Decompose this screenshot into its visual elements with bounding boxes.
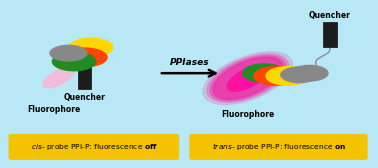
Text: Fluorophore: Fluorophore: [27, 105, 80, 114]
Text: PPIases: PPIases: [170, 57, 209, 67]
FancyBboxPatch shape: [9, 134, 179, 159]
Circle shape: [280, 66, 319, 83]
Bar: [323, 22, 337, 47]
Circle shape: [63, 47, 108, 67]
Ellipse shape: [207, 54, 289, 102]
Circle shape: [253, 66, 298, 86]
Text: $\it{cis}$- probe PPI-P: fluorescence $\bf{off}$: $\it{cis}$- probe PPI-P: fluorescence $\…: [31, 142, 158, 152]
Text: Quencher: Quencher: [64, 93, 105, 102]
Circle shape: [265, 66, 310, 86]
Ellipse shape: [210, 56, 286, 101]
FancyBboxPatch shape: [190, 134, 367, 159]
Ellipse shape: [43, 67, 75, 88]
Circle shape: [52, 52, 96, 71]
Bar: [78, 58, 91, 89]
Ellipse shape: [213, 57, 283, 99]
Ellipse shape: [203, 52, 293, 104]
Circle shape: [49, 45, 88, 62]
Text: Quencher: Quencher: [309, 11, 351, 20]
Circle shape: [242, 63, 287, 83]
Circle shape: [69, 37, 113, 57]
Text: $\it{trans}$- probe PPI-P: fluorescence $\bf{on}$: $\it{trans}$- probe PPI-P: fluorescence …: [212, 141, 346, 153]
Circle shape: [60, 43, 99, 60]
Circle shape: [290, 65, 329, 82]
Text: Fluorophore: Fluorophore: [221, 110, 274, 119]
Ellipse shape: [227, 65, 268, 91]
